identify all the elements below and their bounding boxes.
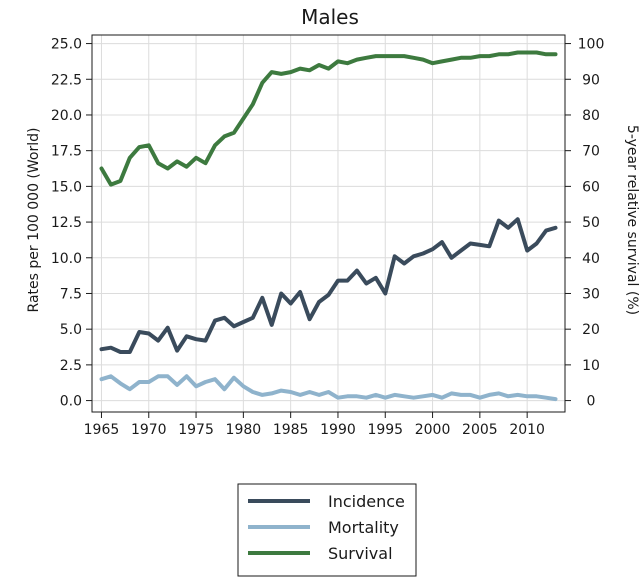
legend-label-survival: Survival — [328, 544, 393, 563]
series-line-incidence — [99, 217, 558, 354]
series-line-mortality — [99, 374, 558, 402]
plot-frame — [91, 34, 566, 413]
y-tick-label-left: 17.5 — [51, 144, 82, 160]
x-tick-label: 1990 — [320, 422, 356, 438]
legend-label-incidence: Incidence — [328, 492, 405, 511]
y-tick-label-left: 22.5 — [51, 72, 82, 88]
plot-area: 1965 1970 1975 1980 1985 1990 1995 2000 2005 2010… — [51, 34, 605, 438]
y-tick-label-left: 7.5 — [60, 286, 82, 302]
y-tick-label-right: 100 — [578, 37, 605, 53]
y-tick-label-left: 12.5 — [51, 215, 82, 231]
y-tick-label-right: 0 — [587, 394, 596, 410]
y-tick-label-right: 20 — [582, 322, 600, 338]
legend: Incidence Mortality Survival — [237, 483, 417, 577]
x-tick-label: 2000 — [415, 422, 451, 438]
y-tick-label-left: 5.0 — [60, 322, 82, 338]
x-tick-label: 1980 — [226, 422, 262, 438]
y-tick-label-left: 20.0 — [51, 108, 82, 124]
y-tick-label-right: 60 — [582, 179, 600, 195]
y-axis-title-right: 5-year relative survival (%) — [624, 125, 640, 315]
y-tick-label-left: 2.5 — [60, 358, 82, 374]
y-axis-title-left: Rates per 100 000 (World) — [26, 128, 42, 313]
y-tick-label-right: 30 — [582, 286, 600, 302]
x-tick-label: 1985 — [273, 422, 309, 438]
x-tick-label: 1975 — [178, 422, 214, 438]
series-line-survival — [99, 50, 558, 187]
y-tick-label-left: 15.0 — [51, 179, 82, 195]
chart-title: Males — [301, 5, 359, 29]
y-tick-label-right: 40 — [582, 251, 600, 267]
y-tick-label-right: 80 — [582, 108, 600, 124]
y-tick-label-left: 10.0 — [51, 251, 82, 267]
y-tick-label-right: 10 — [582, 358, 600, 374]
y-tick-label-right: 90 — [582, 72, 600, 88]
y-tick-label-right: 70 — [582, 144, 600, 160]
plot-background — [92, 35, 565, 412]
legend-label-mortality: Mortality — [328, 518, 399, 537]
x-tick-label: 1995 — [367, 422, 403, 438]
x-tick-label: 2005 — [462, 422, 498, 438]
y-tick-label-right: 50 — [582, 215, 600, 231]
x-tick-label: 2010 — [509, 422, 545, 438]
y-tick-label-left: 0.0 — [60, 394, 82, 410]
y-tick-label-left: 25.0 — [51, 37, 82, 53]
x-tick-label: 1965 — [84, 422, 120, 438]
x-tick-label: 1970 — [131, 422, 167, 438]
